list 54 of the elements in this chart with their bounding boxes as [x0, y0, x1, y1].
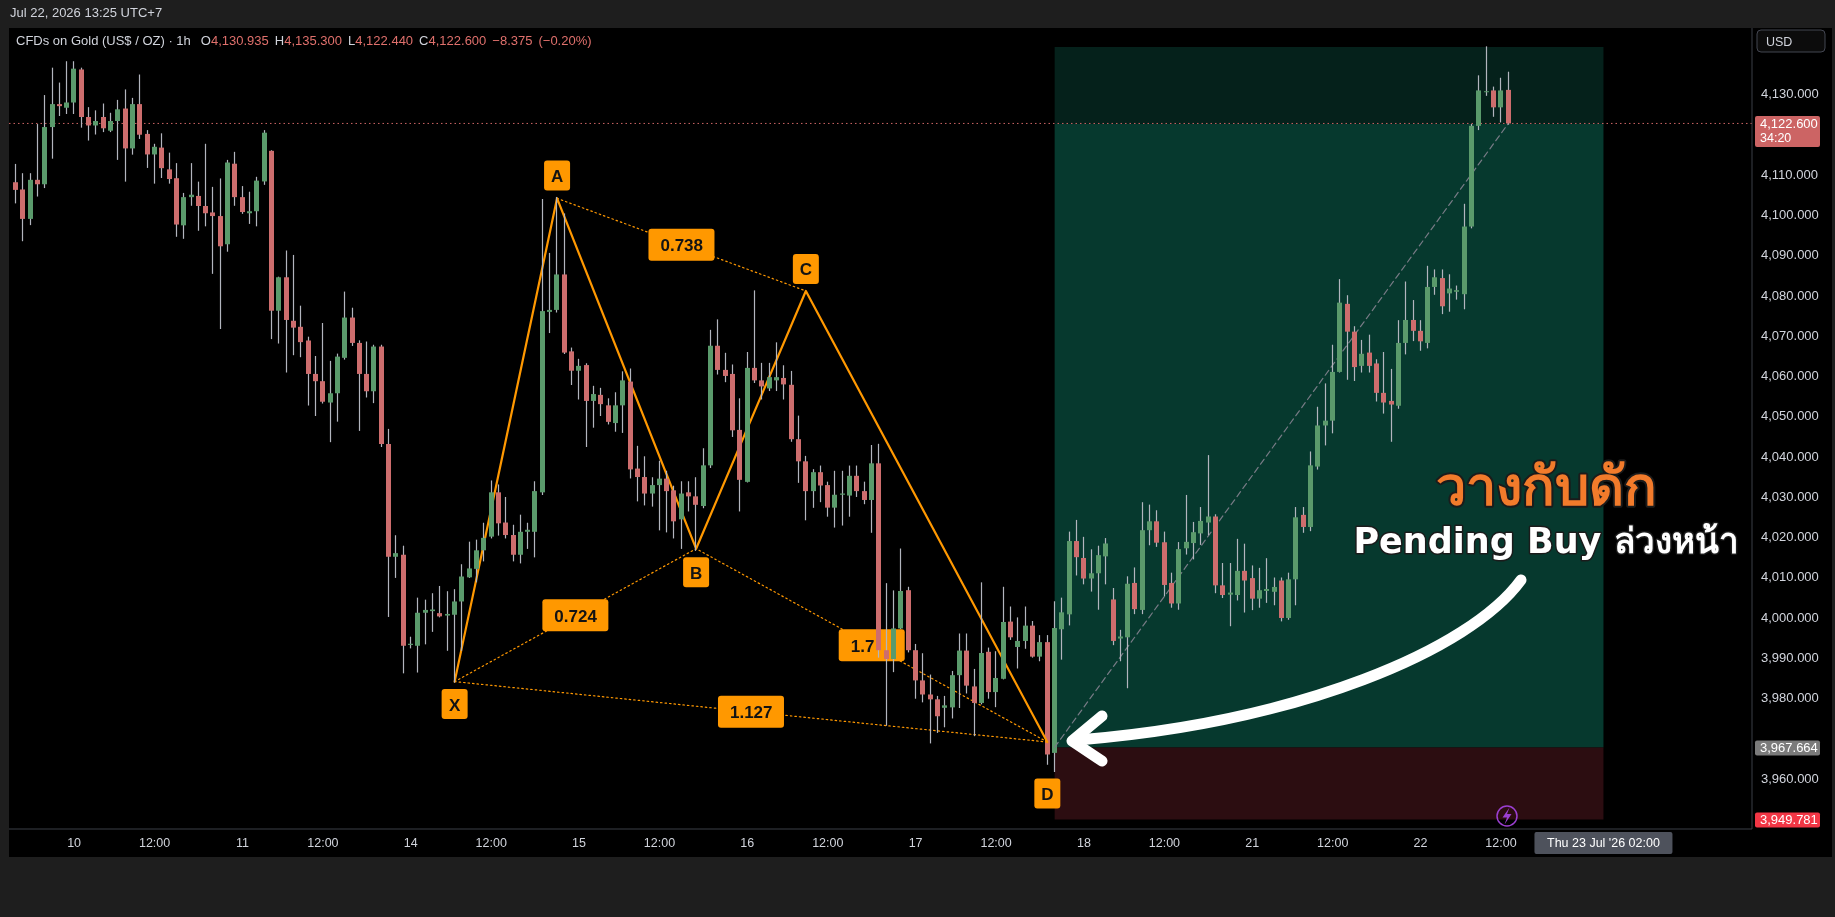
y-tick-label: 4,130.000: [1761, 86, 1819, 102]
data-label: D: [1041, 784, 1054, 804]
x-tick-label: Thu 23 Jul '26 02:00: [1547, 836, 1660, 850]
annotation: 0.738: [660, 236, 704, 256]
x-tick-label: 12:00: [1317, 836, 1349, 850]
y-tick-label: 3,990.000: [1761, 649, 1819, 665]
x-tick-label: 12:00: [475, 836, 507, 850]
x-tick-label: 16: [740, 836, 755, 850]
x-tick-label: 12:00: [138, 836, 171, 850]
annotation: 0.724: [554, 606, 598, 626]
y-tick-label: 3,980.000: [1761, 690, 1819, 706]
y-tick-label: 4,060.000: [1761, 368, 1819, 384]
x-tick-label: 18: [1076, 836, 1091, 850]
x-tick-label: 21: [1245, 836, 1260, 850]
y-tick-label: 4,020.000: [1761, 529, 1819, 545]
x-tick-label: 12:00: [1148, 836, 1181, 850]
y-tick-label: 4,030.000: [1761, 488, 1819, 504]
data-label: X: [448, 695, 461, 715]
x-tick-label: 12:00: [643, 836, 676, 850]
y-axis-title: USD: [1766, 34, 1793, 49]
text: 3,967.664: [1760, 740, 1818, 756]
ref-line-label: 4,122.600: [1760, 116, 1818, 132]
y-tick-label: 3,960.000: [1761, 770, 1819, 786]
x-tick-label: 14: [403, 836, 418, 850]
x-tick-label: 17: [908, 836, 923, 850]
x-tick-label: 12:00: [307, 836, 339, 850]
chart-title: CFDs on Gold (US$ / OZ) · 1h: [16, 33, 191, 48]
y-tick-label: 4,050.000: [1761, 408, 1819, 424]
data-label: A: [550, 167, 564, 187]
data-label: B: [689, 563, 703, 583]
x-tick-label: 15: [572, 836, 587, 850]
x-tick-label: 12:00: [1485, 836, 1517, 850]
data-label: C: [799, 260, 812, 280]
text: O4,130.935 H4,135.300 L4,122.440 C4,122.600 −8.375 (−0.20%): [200, 33, 592, 48]
text: Jul 22, 2026 13:25 UTC+7: [10, 5, 163, 20]
x-tick-label: 10: [67, 836, 82, 850]
annotation: วางกับดัก: [1435, 455, 1657, 518]
y-tick-label: 4,110.000: [1761, 166, 1818, 182]
y-tick-label: 4,070.000: [1761, 327, 1819, 343]
y-tick-label: 4,090.000: [1761, 247, 1819, 263]
x-tick-label: 12:00: [980, 836, 1012, 850]
x-tick-label: 11: [235, 836, 249, 850]
text: 3,949.781: [1760, 812, 1818, 828]
y-tick-label: 4,040.000: [1761, 448, 1819, 464]
y-tick-label: 4,080.000: [1761, 287, 1819, 303]
y-tick-label: 4,100.000: [1761, 206, 1819, 222]
annotation: 1.127: [729, 703, 773, 723]
y-tick-label: 4,000.000: [1761, 609, 1819, 625]
x-tick-label: 22: [1413, 836, 1428, 850]
x-tick-label: 12:00: [812, 836, 844, 850]
text: 34:20: [1760, 131, 1792, 146]
annotation: 1.7: [850, 636, 875, 656]
annotation: Pending Buy ล่วงหน้า: [1353, 521, 1739, 561]
y-tick-label: 4,010.000: [1761, 569, 1819, 585]
